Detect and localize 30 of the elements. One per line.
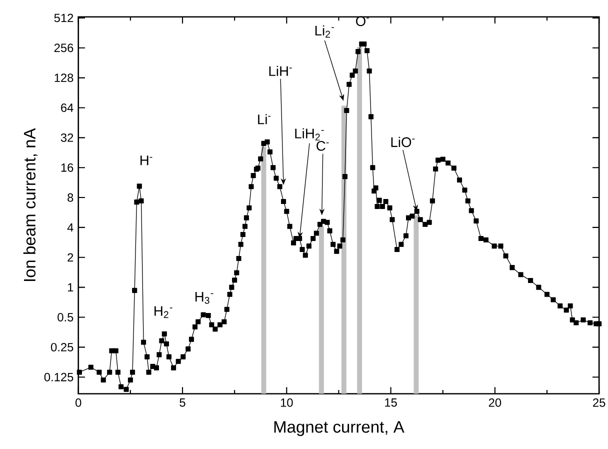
y-tick-label: 8 bbox=[68, 193, 74, 202]
y-tick-label: 64 bbox=[61, 103, 74, 112]
x-tick-label: 25 bbox=[593, 398, 606, 407]
y-tick-label: 4 bbox=[67, 223, 74, 232]
y-tick-label: 2 bbox=[68, 253, 74, 262]
y-tick-label: 128 bbox=[54, 73, 74, 82]
x-tick-label: 10 bbox=[280, 398, 293, 407]
x-tick-label: 0 bbox=[76, 398, 82, 407]
y-tick-label: 256 bbox=[54, 44, 74, 52]
y-tick-label: 0.5 bbox=[58, 312, 74, 322]
x-tick-label: 20 bbox=[488, 398, 502, 407]
y-tick-label: 0.25 bbox=[50, 342, 74, 352]
annotation: LiH$_{2}$- bbox=[295, 128, 324, 140]
x-tick-label: 5 bbox=[180, 398, 186, 407]
y-tick-label: 0.125 bbox=[44, 372, 74, 382]
annotation: H$_{2}$- bbox=[154, 306, 172, 318]
annotation: LiH$^{-}$ bbox=[269, 66, 292, 76]
annotation: H$_{3}$- bbox=[195, 292, 214, 304]
x-axis-title: Magnet current, A bbox=[274, 421, 404, 436]
y-axis-title: Ion beam current, nA bbox=[23, 128, 38, 281]
y-tick-label: 1 bbox=[68, 283, 74, 292]
y-tick-label: 16 bbox=[61, 163, 74, 172]
x-tick-label: 15 bbox=[385, 398, 397, 407]
annotation: Li$_{2}$- bbox=[315, 25, 334, 38]
annotation: C$^{-}$ bbox=[316, 140, 329, 151]
annotation: LiO$^{-}$ bbox=[391, 136, 415, 147]
y-tick-label: 512 bbox=[54, 14, 74, 22]
y-tick-label: 32 bbox=[60, 133, 74, 142]
annotation: Li$^{-}$ bbox=[258, 114, 271, 124]
annotation: H$^{-}$ bbox=[140, 156, 152, 166]
